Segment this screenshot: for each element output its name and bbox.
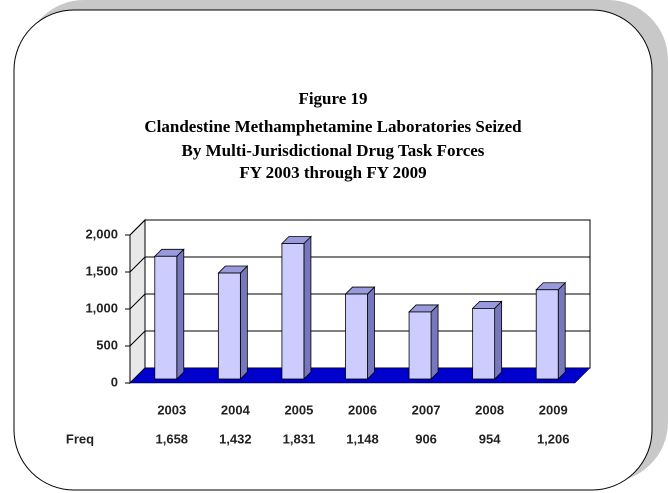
data-label: 906 xyxy=(415,431,437,446)
x-tick-label: 2004 xyxy=(221,402,251,417)
bar xyxy=(408,311,432,380)
bar xyxy=(217,272,241,380)
bar xyxy=(535,289,559,380)
x-tick-label: 2009 xyxy=(539,402,568,417)
y-tick-label: 2,000 xyxy=(85,226,118,241)
bar-side xyxy=(367,286,375,380)
grid-line xyxy=(129,219,590,236)
x-tick-label: 2005 xyxy=(284,402,313,417)
x-tick-label: 2003 xyxy=(157,402,186,417)
chart-subtitle: By Multi-Jurisdictional Drug Task Forces xyxy=(182,141,485,160)
grid-line xyxy=(129,256,590,273)
y-tick-label: 0 xyxy=(111,374,118,389)
chart-subtitle: FY 2003 through FY 2009 xyxy=(239,163,426,182)
x-tick-label: 2006 xyxy=(348,402,377,417)
data-label: 1,432 xyxy=(219,431,252,446)
x-tick-label: 2008 xyxy=(475,402,504,417)
data-label: 954 xyxy=(479,431,501,446)
bar xyxy=(281,243,305,380)
chart-title: Figure 19 xyxy=(298,89,367,108)
bar-side xyxy=(176,248,185,380)
bar-side xyxy=(557,281,566,380)
bar-side xyxy=(494,300,503,380)
grid-line xyxy=(129,330,590,347)
bar-side xyxy=(430,303,439,380)
data-label: 1,658 xyxy=(156,431,189,446)
bar xyxy=(154,255,178,380)
data-label: 1,148 xyxy=(346,431,379,446)
bar xyxy=(472,308,496,380)
bar-side xyxy=(239,265,248,380)
bar-side xyxy=(303,235,312,380)
y-tick-label: 500 xyxy=(96,337,118,352)
bar xyxy=(345,293,368,380)
y-tick-label: 1,000 xyxy=(85,300,118,315)
data-table-label: Freq xyxy=(66,431,94,446)
x-tick-label: 2007 xyxy=(412,402,441,417)
data-label: 1,206 xyxy=(537,431,570,446)
y-tick-label: 1,500 xyxy=(85,263,118,278)
chart-subtitle: Clandestine Methamphetamine Laboratories… xyxy=(144,117,522,136)
grid-line xyxy=(129,293,590,310)
data-label: 1,831 xyxy=(283,431,316,446)
